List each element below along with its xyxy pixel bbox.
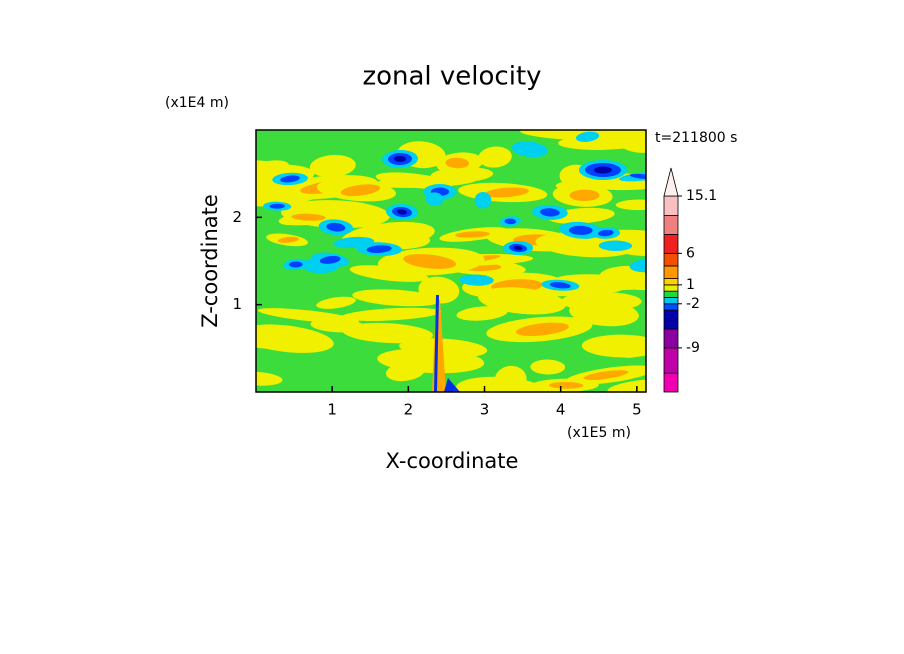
y-axis-label: Z-coordinate bbox=[198, 194, 222, 328]
field-blob bbox=[474, 191, 492, 209]
colorbar-tick-label: 15.1 bbox=[686, 188, 717, 204]
field-blob bbox=[291, 213, 326, 221]
field-blob bbox=[397, 209, 407, 215]
field-blob bbox=[568, 225, 593, 235]
field-blob bbox=[599, 265, 646, 291]
x-unit: (x1E5 m) bbox=[567, 425, 631, 441]
field-blob bbox=[515, 322, 569, 336]
field-blob bbox=[319, 255, 341, 264]
plot-frame bbox=[255, 129, 647, 393]
field-blob bbox=[530, 359, 566, 375]
colorbar-box bbox=[663, 234, 679, 254]
field-blob bbox=[598, 229, 614, 237]
field-blob bbox=[549, 282, 571, 289]
x-axis-label: X-coordinate bbox=[386, 449, 519, 473]
field-blob bbox=[615, 199, 646, 211]
field-blob bbox=[352, 289, 441, 307]
x-tick-label: 3 bbox=[480, 401, 490, 419]
field-blob bbox=[425, 192, 444, 207]
colorbar-box bbox=[663, 265, 679, 279]
colorbar-extension bbox=[663, 167, 679, 197]
field-blob bbox=[455, 376, 548, 392]
field-blob bbox=[581, 334, 646, 358]
field-blob bbox=[583, 370, 629, 380]
colorbar-box bbox=[663, 372, 679, 393]
field-blob bbox=[309, 154, 356, 178]
field-blob bbox=[445, 157, 469, 169]
field-blob bbox=[269, 203, 285, 209]
field-blob bbox=[569, 299, 639, 327]
chart-title: zonal velocity bbox=[362, 62, 541, 92]
colorbar-box bbox=[663, 215, 679, 235]
field-blob bbox=[289, 261, 303, 268]
x-tick-label: 5 bbox=[632, 401, 642, 419]
field-blob bbox=[459, 274, 494, 286]
field-blob bbox=[549, 382, 584, 389]
field-blob bbox=[280, 175, 300, 183]
x-tick-label: 1 bbox=[327, 401, 337, 419]
y-tick-label: 2 bbox=[232, 208, 242, 226]
y-tick-label: 1 bbox=[232, 295, 242, 313]
field-blob bbox=[340, 184, 381, 197]
colorbar-box bbox=[663, 195, 679, 216]
field-blob bbox=[277, 236, 299, 243]
field-blob bbox=[316, 296, 356, 309]
colorbar-tick-label: 6 bbox=[686, 245, 695, 261]
colorbar-tick-label: -9 bbox=[686, 340, 700, 356]
field-blob bbox=[575, 131, 600, 142]
y-unit: (x1E4 m) bbox=[165, 95, 229, 111]
field-blob bbox=[520, 130, 630, 141]
field-blob bbox=[511, 141, 548, 158]
colorbar-box bbox=[663, 303, 679, 311]
field-blob bbox=[569, 189, 600, 202]
field-blob bbox=[310, 317, 364, 333]
field-blob bbox=[484, 187, 529, 198]
field-blob bbox=[598, 240, 633, 251]
field-blob bbox=[394, 155, 406, 163]
field-blob bbox=[540, 208, 560, 217]
colorbar-box bbox=[663, 290, 679, 298]
colorbar-box bbox=[663, 328, 679, 349]
colorbar-tick-label: -2 bbox=[686, 296, 700, 312]
field-blob bbox=[399, 338, 488, 359]
colorbar-box bbox=[663, 309, 679, 330]
field-blob bbox=[403, 254, 457, 269]
field-blob bbox=[513, 245, 523, 251]
colorbar-box bbox=[663, 278, 679, 286]
colorbar-box bbox=[663, 284, 679, 292]
colorbar-tick-label: 1 bbox=[686, 277, 695, 293]
field-blob bbox=[594, 166, 612, 174]
contour-field bbox=[256, 130, 646, 392]
x-tick-label: 2 bbox=[404, 401, 414, 419]
field-blob bbox=[455, 231, 490, 238]
time-label: t=211800 s bbox=[655, 130, 737, 146]
field-blob bbox=[456, 306, 508, 321]
field-blob bbox=[341, 307, 442, 321]
field-blob bbox=[256, 324, 334, 353]
field-blob bbox=[629, 173, 646, 180]
field-blob bbox=[607, 378, 646, 392]
field-blob bbox=[342, 322, 433, 344]
field-streak bbox=[434, 295, 439, 392]
field-blob bbox=[478, 146, 512, 168]
field-blob bbox=[504, 218, 517, 225]
field-blob bbox=[629, 258, 646, 273]
field-blob bbox=[535, 232, 635, 258]
x-tick-label: 4 bbox=[556, 401, 566, 419]
field-blob bbox=[349, 265, 429, 282]
field-blob bbox=[366, 245, 392, 253]
colorbar-box bbox=[663, 297, 679, 305]
colorbar-box bbox=[663, 347, 679, 374]
field-streak bbox=[444, 378, 460, 392]
field-blob bbox=[326, 222, 346, 232]
colorbar-box bbox=[663, 252, 679, 267]
